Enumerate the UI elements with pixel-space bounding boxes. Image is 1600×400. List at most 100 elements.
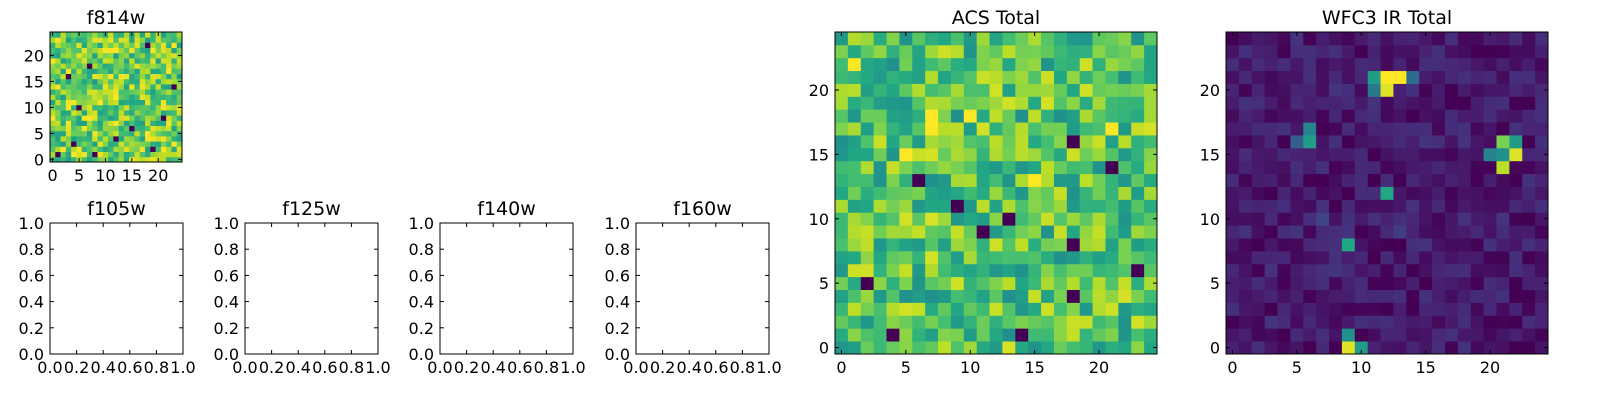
heatmap-cell bbox=[1264, 44, 1278, 59]
heatmap-cell bbox=[108, 52, 114, 59]
heatmap-cell bbox=[55, 104, 61, 111]
heatmap-cell bbox=[71, 52, 77, 59]
heatmap-cell bbox=[835, 44, 849, 59]
heatmap-cell bbox=[129, 104, 135, 111]
heatmap-cell bbox=[123, 141, 130, 147]
heatmap-cell bbox=[1277, 44, 1291, 59]
heatmap-cell bbox=[139, 120, 146, 126]
heatmap-cell bbox=[92, 94, 98, 100]
heatmap-cell bbox=[1367, 160, 1381, 175]
heatmap-cell bbox=[1316, 70, 1330, 84]
heatmap-cell bbox=[899, 225, 913, 239]
heatmap-cell bbox=[55, 58, 61, 64]
heatmap-cell bbox=[950, 147, 965, 162]
heatmap-cell bbox=[55, 89, 61, 95]
heatmap-cell bbox=[1380, 341, 1394, 355]
heatmap-cell bbox=[92, 120, 98, 126]
heatmap-cell bbox=[1277, 238, 1291, 252]
heatmap-cell bbox=[1066, 289, 1081, 303]
heatmap-cell bbox=[113, 52, 120, 59]
heatmap-cell bbox=[847, 135, 862, 149]
heatmap-cell bbox=[886, 135, 900, 149]
heatmap-cell bbox=[108, 146, 114, 152]
heatmap-cell bbox=[1419, 225, 1433, 239]
heatmap-cell bbox=[86, 130, 93, 137]
heatmap-cell bbox=[912, 199, 926, 213]
heatmap-cell bbox=[1053, 263, 1068, 278]
heatmap-cell bbox=[938, 109, 952, 123]
heatmap-cell bbox=[925, 302, 939, 316]
heatmap-cell bbox=[139, 63, 146, 69]
heatmap-cell bbox=[1066, 83, 1081, 97]
heatmap-cell bbox=[1432, 109, 1446, 123]
heatmap-cell bbox=[92, 89, 98, 95]
heatmap-cell bbox=[1419, 160, 1433, 175]
heatmap-cell bbox=[65, 156, 72, 163]
heatmap-cell bbox=[1341, 83, 1356, 97]
heatmap-cell bbox=[60, 78, 67, 85]
heatmap-cell bbox=[139, 32, 146, 38]
heatmap-cell bbox=[976, 135, 990, 149]
heatmap-cell bbox=[134, 151, 141, 158]
heatmap-cell bbox=[1053, 57, 1068, 72]
heatmap-cell bbox=[123, 32, 130, 38]
heatmap-cell bbox=[1053, 173, 1068, 187]
heatmap-cell bbox=[150, 136, 156, 142]
heatmap-cell bbox=[1028, 122, 1042, 136]
heatmap-cell bbox=[1367, 147, 1381, 162]
heatmap-cell bbox=[938, 289, 952, 303]
heatmap-cell bbox=[1303, 57, 1317, 72]
heatmap-cell bbox=[873, 341, 887, 355]
heatmap-cell bbox=[50, 141, 56, 147]
x-tick-label: 0.4 bbox=[676, 358, 701, 377]
heatmap-cell bbox=[1002, 341, 1016, 355]
heatmap-cell bbox=[1079, 109, 1093, 123]
heatmap-cell bbox=[113, 125, 120, 132]
heatmap-cell bbox=[1002, 173, 1016, 187]
heatmap-cell bbox=[134, 110, 141, 116]
heatmap-cell bbox=[860, 122, 875, 136]
heatmap-cell bbox=[1015, 289, 1029, 303]
heatmap-cell bbox=[1457, 173, 1472, 187]
heatmap-cell bbox=[989, 32, 1003, 46]
heatmap-cell bbox=[1432, 122, 1446, 136]
heatmap-cell bbox=[989, 96, 1003, 110]
heatmap-cell bbox=[1483, 302, 1497, 316]
heatmap-cell bbox=[1238, 238, 1253, 252]
heatmap-cell bbox=[1028, 96, 1042, 110]
heatmap-cell bbox=[1419, 135, 1433, 149]
heatmap-cell bbox=[1066, 199, 1081, 213]
heatmap-cell bbox=[1509, 302, 1523, 316]
heatmap-cell bbox=[873, 315, 887, 329]
heatmap-cell bbox=[925, 147, 939, 162]
heatmap-cell bbox=[1406, 96, 1420, 110]
heatmap-cell bbox=[860, 57, 875, 72]
heatmap-cell bbox=[1522, 341, 1536, 355]
heatmap-cell bbox=[160, 141, 167, 147]
heatmap-cell bbox=[1406, 122, 1420, 136]
heatmap-cell bbox=[150, 32, 156, 38]
heatmap-cell bbox=[1118, 289, 1132, 303]
heatmap-cell bbox=[1144, 328, 1158, 342]
heatmap-cell bbox=[55, 115, 61, 121]
y-tick-label: 20 bbox=[24, 46, 44, 65]
heatmap-cell bbox=[1303, 147, 1317, 162]
heatmap-cell bbox=[81, 47, 88, 54]
heatmap-cell bbox=[1290, 341, 1304, 355]
heatmap-cell bbox=[1290, 70, 1304, 84]
heatmap-cell bbox=[1015, 250, 1029, 265]
heatmap-cell bbox=[1367, 315, 1381, 329]
heatmap-cell bbox=[1470, 96, 1484, 110]
heatmap-cell bbox=[1354, 250, 1369, 265]
heatmap-cell bbox=[963, 147, 978, 162]
heatmap-cell bbox=[1419, 44, 1433, 59]
heatmap-cell bbox=[102, 68, 109, 74]
heatmap-cell bbox=[76, 78, 83, 85]
heatmap-cell bbox=[1118, 199, 1132, 213]
heatmap-cell bbox=[1496, 44, 1510, 59]
heatmap-cell bbox=[1002, 302, 1016, 316]
heatmap-cell bbox=[76, 125, 83, 132]
heatmap-cell bbox=[1238, 186, 1253, 200]
heatmap-cell bbox=[886, 109, 900, 123]
